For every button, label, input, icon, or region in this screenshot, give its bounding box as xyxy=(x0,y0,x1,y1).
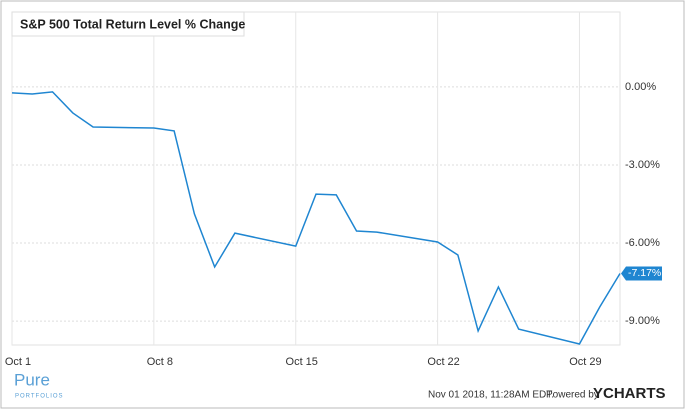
title-box xyxy=(11,11,245,37)
x-tick-label: Oct 1 xyxy=(5,356,31,368)
x-tick-label: Oct 22 xyxy=(427,356,459,368)
x-tick-label: Oct 29 xyxy=(569,356,601,368)
footer-powered-by: Powered by xyxy=(546,390,599,401)
footer-brand: YCHARTS xyxy=(593,385,666,402)
chart-title: S&P 500 Total Return Level % Change xyxy=(20,17,245,31)
grid xyxy=(11,12,620,345)
y-tick-label: -6.00% xyxy=(625,237,660,249)
logo-tagline: PORTFOLIOS xyxy=(15,394,64,400)
value-label-badge xyxy=(621,266,662,281)
x-tick-label: Oct 15 xyxy=(286,356,318,368)
y-tick-label: -3.00% xyxy=(625,159,660,171)
y-tick-label: 0.00% xyxy=(625,81,656,93)
logo-name: Pure xyxy=(14,370,50,389)
y-tick-label: -9.00% xyxy=(625,315,660,327)
value-label: -7.17% xyxy=(628,267,661,279)
footer-timestamp: Nov 01 2018, 11:28AM EDT. xyxy=(428,390,554,401)
x-tick-label: Oct 8 xyxy=(147,356,173,368)
line xyxy=(11,91,621,345)
